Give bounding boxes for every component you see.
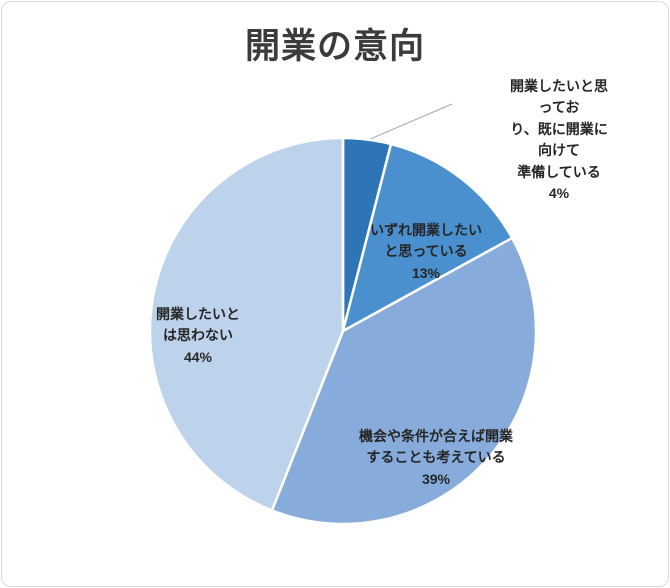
chart-title: 開業の意向 [244,27,426,66]
data-label-no-intent-value: 44% [183,348,213,365]
data-label-conditional-text: 機会や条件が合えば開業 することも考えている [359,427,513,466]
data-label-conditional: 機会や条件が合えば開業 することも考えている 39% [359,404,513,512]
data-label-prepared-value: 4% [548,185,570,201]
data-label-no-intent: 開業したいと は思わない 44% [156,282,240,390]
pie-slice-3 [148,136,345,512]
leader-line [367,103,453,141]
data-label-eventually-value: 13% [411,264,441,281]
pie-slice-2 [270,236,538,526]
data-label-no-intent-text: 開業したいと は思わない [156,305,240,344]
data-label-conditional-value: 39% [421,470,451,487]
data-label-prepared-text: 開業したいと思ってお り、既に開業に向けて 準備している [510,77,608,180]
data-label-prepared: 開業したいと思ってお り、既に開業に向けて 準備している 4% [505,54,614,226]
data-label-eventually-text: いずれ開業したい と思っている [370,221,482,260]
pie-slice-1 [341,142,514,333]
data-label-eventually: いずれ開業したい と思っている 13% [370,198,482,306]
